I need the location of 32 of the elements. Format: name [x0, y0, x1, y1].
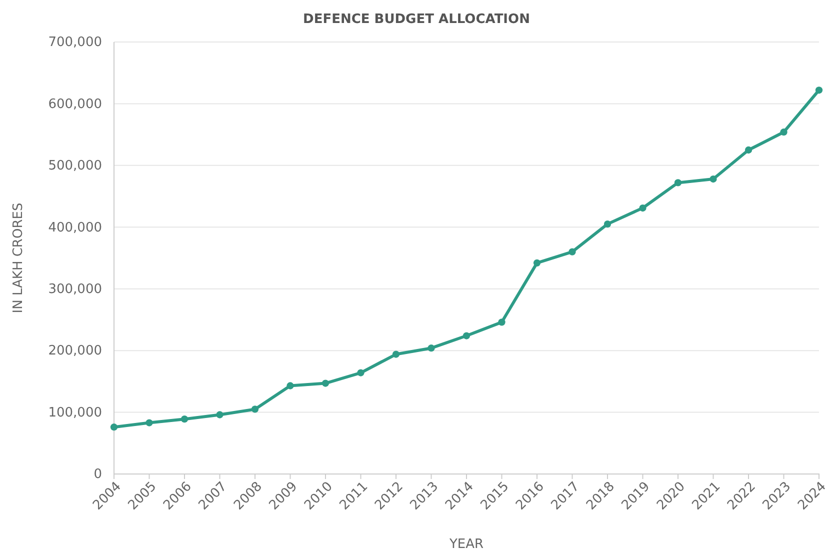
point	[815, 86, 823, 94]
point	[357, 369, 364, 376]
point	[710, 175, 717, 183]
point	[462, 332, 470, 340]
point	[498, 318, 506, 326]
point	[392, 350, 400, 358]
point	[286, 382, 294, 390]
point	[322, 380, 330, 387]
point	[780, 128, 788, 136]
y-axis-title: IN LAKH CRORES	[11, 202, 26, 314]
y-tick-label: 0	[94, 467, 102, 482]
y-tick-label: 100,000	[48, 405, 102, 420]
point	[604, 220, 612, 228]
point	[146, 419, 153, 426]
y-tick-label: 700,000	[48, 35, 102, 50]
point	[428, 344, 435, 352]
point	[180, 416, 188, 423]
y-tick-label: 600,000	[48, 96, 102, 112]
y-tick-label: 400,000	[48, 220, 102, 236]
point	[568, 248, 576, 256]
point	[110, 424, 118, 431]
y-tick-label: 500,000	[48, 158, 102, 174]
point	[216, 411, 224, 418]
point	[744, 146, 752, 154]
point	[639, 204, 646, 212]
point	[674, 179, 682, 186]
point	[533, 259, 541, 266]
chart-title: DEFENCE BUDGET ALLOCATION	[303, 12, 530, 27]
x-axis-title: YEAR	[448, 537, 484, 552]
y-tick-label: 300,000	[48, 282, 102, 298]
y-tick-label: 200,000	[48, 344, 102, 359]
point	[251, 406, 259, 413]
